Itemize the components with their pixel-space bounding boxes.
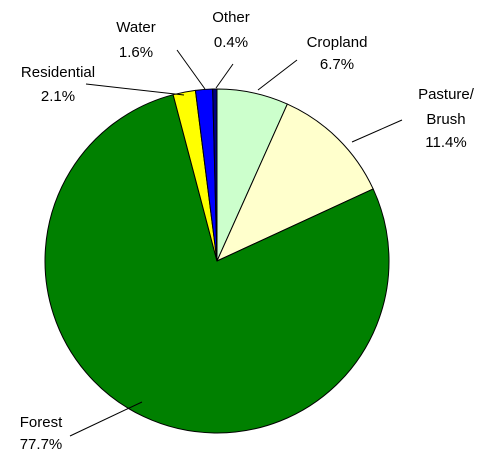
label-other: Other — [212, 9, 250, 26]
leader-line-other — [215, 63, 234, 89]
leader-line-residential — [85, 83, 185, 96]
label-cropland: Cropland — [307, 34, 368, 51]
label-brush: Brush — [426, 111, 465, 128]
slice-other — [212, 88, 218, 262]
value-pasture: 11.4% — [425, 134, 466, 151]
value-residential: 2.1% — [41, 88, 75, 105]
pie-slices — [44, 88, 390, 434]
slice-forest — [44, 94, 390, 434]
leader-line-pasture — [351, 119, 403, 143]
value-forest: 77.7% — [20, 436, 63, 453]
leader-lines — [69, 49, 403, 437]
value-other: 0.4% — [214, 34, 248, 51]
value-water: 1.6% — [119, 44, 153, 61]
value-cropland: 6.7% — [320, 56, 354, 73]
leader-line-cropland — [257, 59, 298, 91]
slice-labels: Cropland 6.7% Pasture/ Brush 11.4% Fores… — [20, 9, 475, 453]
label-water: Water — [116, 19, 155, 36]
label-pasture: Pasture/ — [418, 86, 475, 103]
label-forest: Forest — [20, 414, 63, 431]
leader-line-forest — [69, 401, 143, 437]
leader-line-water — [176, 49, 206, 90]
slice-pasture — [216, 103, 374, 262]
label-residential: Residential — [21, 64, 95, 81]
